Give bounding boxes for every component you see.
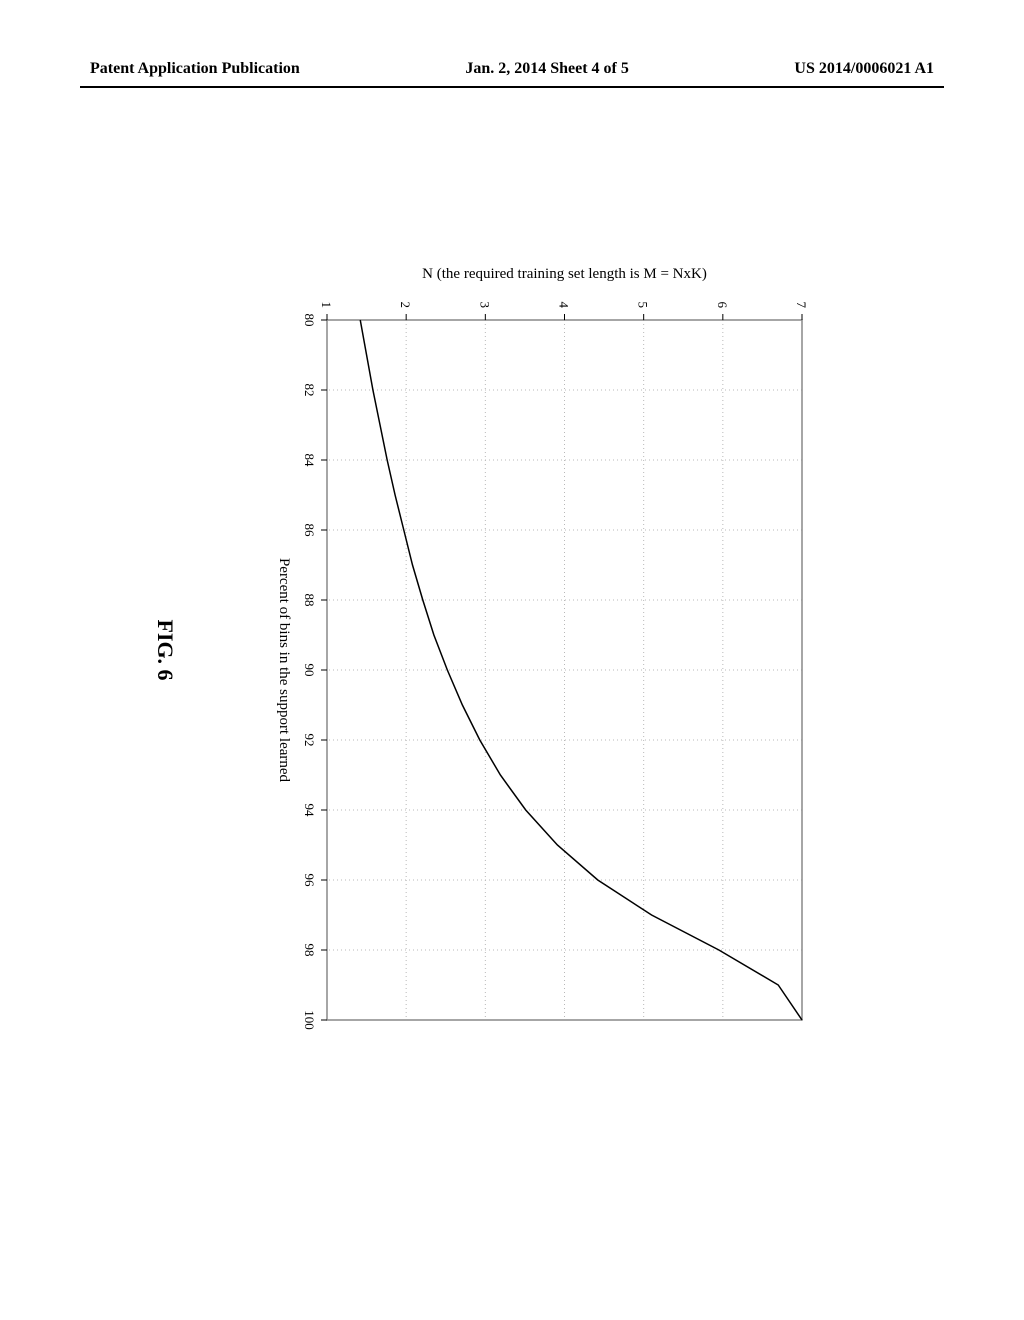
svg-text:N (the required training set l: N (the required training set length is M… xyxy=(422,266,707,282)
svg-text:94: 94 xyxy=(302,804,317,818)
svg-text:92: 92 xyxy=(302,734,317,747)
svg-text:88: 88 xyxy=(302,594,317,607)
figure-number-label: FIG. 6 xyxy=(152,619,178,680)
header-date-sheet: Jan. 2, 2014 Sheet 4 of 5 xyxy=(465,60,629,78)
svg-text:100: 100 xyxy=(302,1010,317,1030)
page: Patent Application Publication Jan. 2, 2… xyxy=(0,0,1024,1320)
svg-text:7: 7 xyxy=(794,302,809,309)
svg-text:84: 84 xyxy=(302,454,317,468)
header-patent-number: US 2014/0006021 A1 xyxy=(794,60,934,78)
chart-wrapper: 80 82 84 86 88 90 92 94 96 98 100 1 2 3 4 5 6 7 Percent of… xyxy=(202,260,822,1040)
svg-text:1: 1 xyxy=(319,302,334,309)
svg-text:98: 98 xyxy=(302,944,317,957)
line-chart: 80 82 84 86 88 90 92 94 96 98 100 1 2 3 4 5 6 7 Percent of… xyxy=(262,260,822,1040)
svg-text:3: 3 xyxy=(477,302,492,309)
svg-text:Percent of bins in the support: Percent of bins in the support learned xyxy=(276,558,292,783)
svg-text:96: 96 xyxy=(302,874,317,888)
svg-text:82: 82 xyxy=(302,384,317,397)
svg-text:4: 4 xyxy=(557,302,572,309)
rotated-chart-container: 80 82 84 86 88 90 92 94 96 98 100 1 2 3 4 5 6 7 Percent of… xyxy=(202,260,822,1040)
svg-text:6: 6 xyxy=(715,302,730,309)
figure-area: 80 82 84 86 88 90 92 94 96 98 100 1 2 3 4 5 6 7 Percent of… xyxy=(132,200,892,1100)
svg-text:86: 86 xyxy=(302,524,317,538)
svg-text:2: 2 xyxy=(398,302,413,309)
svg-text:90: 90 xyxy=(302,664,317,677)
page-header: Patent Application Publication Jan. 2, 2… xyxy=(80,60,944,88)
header-publication: Patent Application Publication xyxy=(90,60,300,78)
svg-text:80: 80 xyxy=(302,314,317,327)
svg-text:5: 5 xyxy=(636,302,651,309)
